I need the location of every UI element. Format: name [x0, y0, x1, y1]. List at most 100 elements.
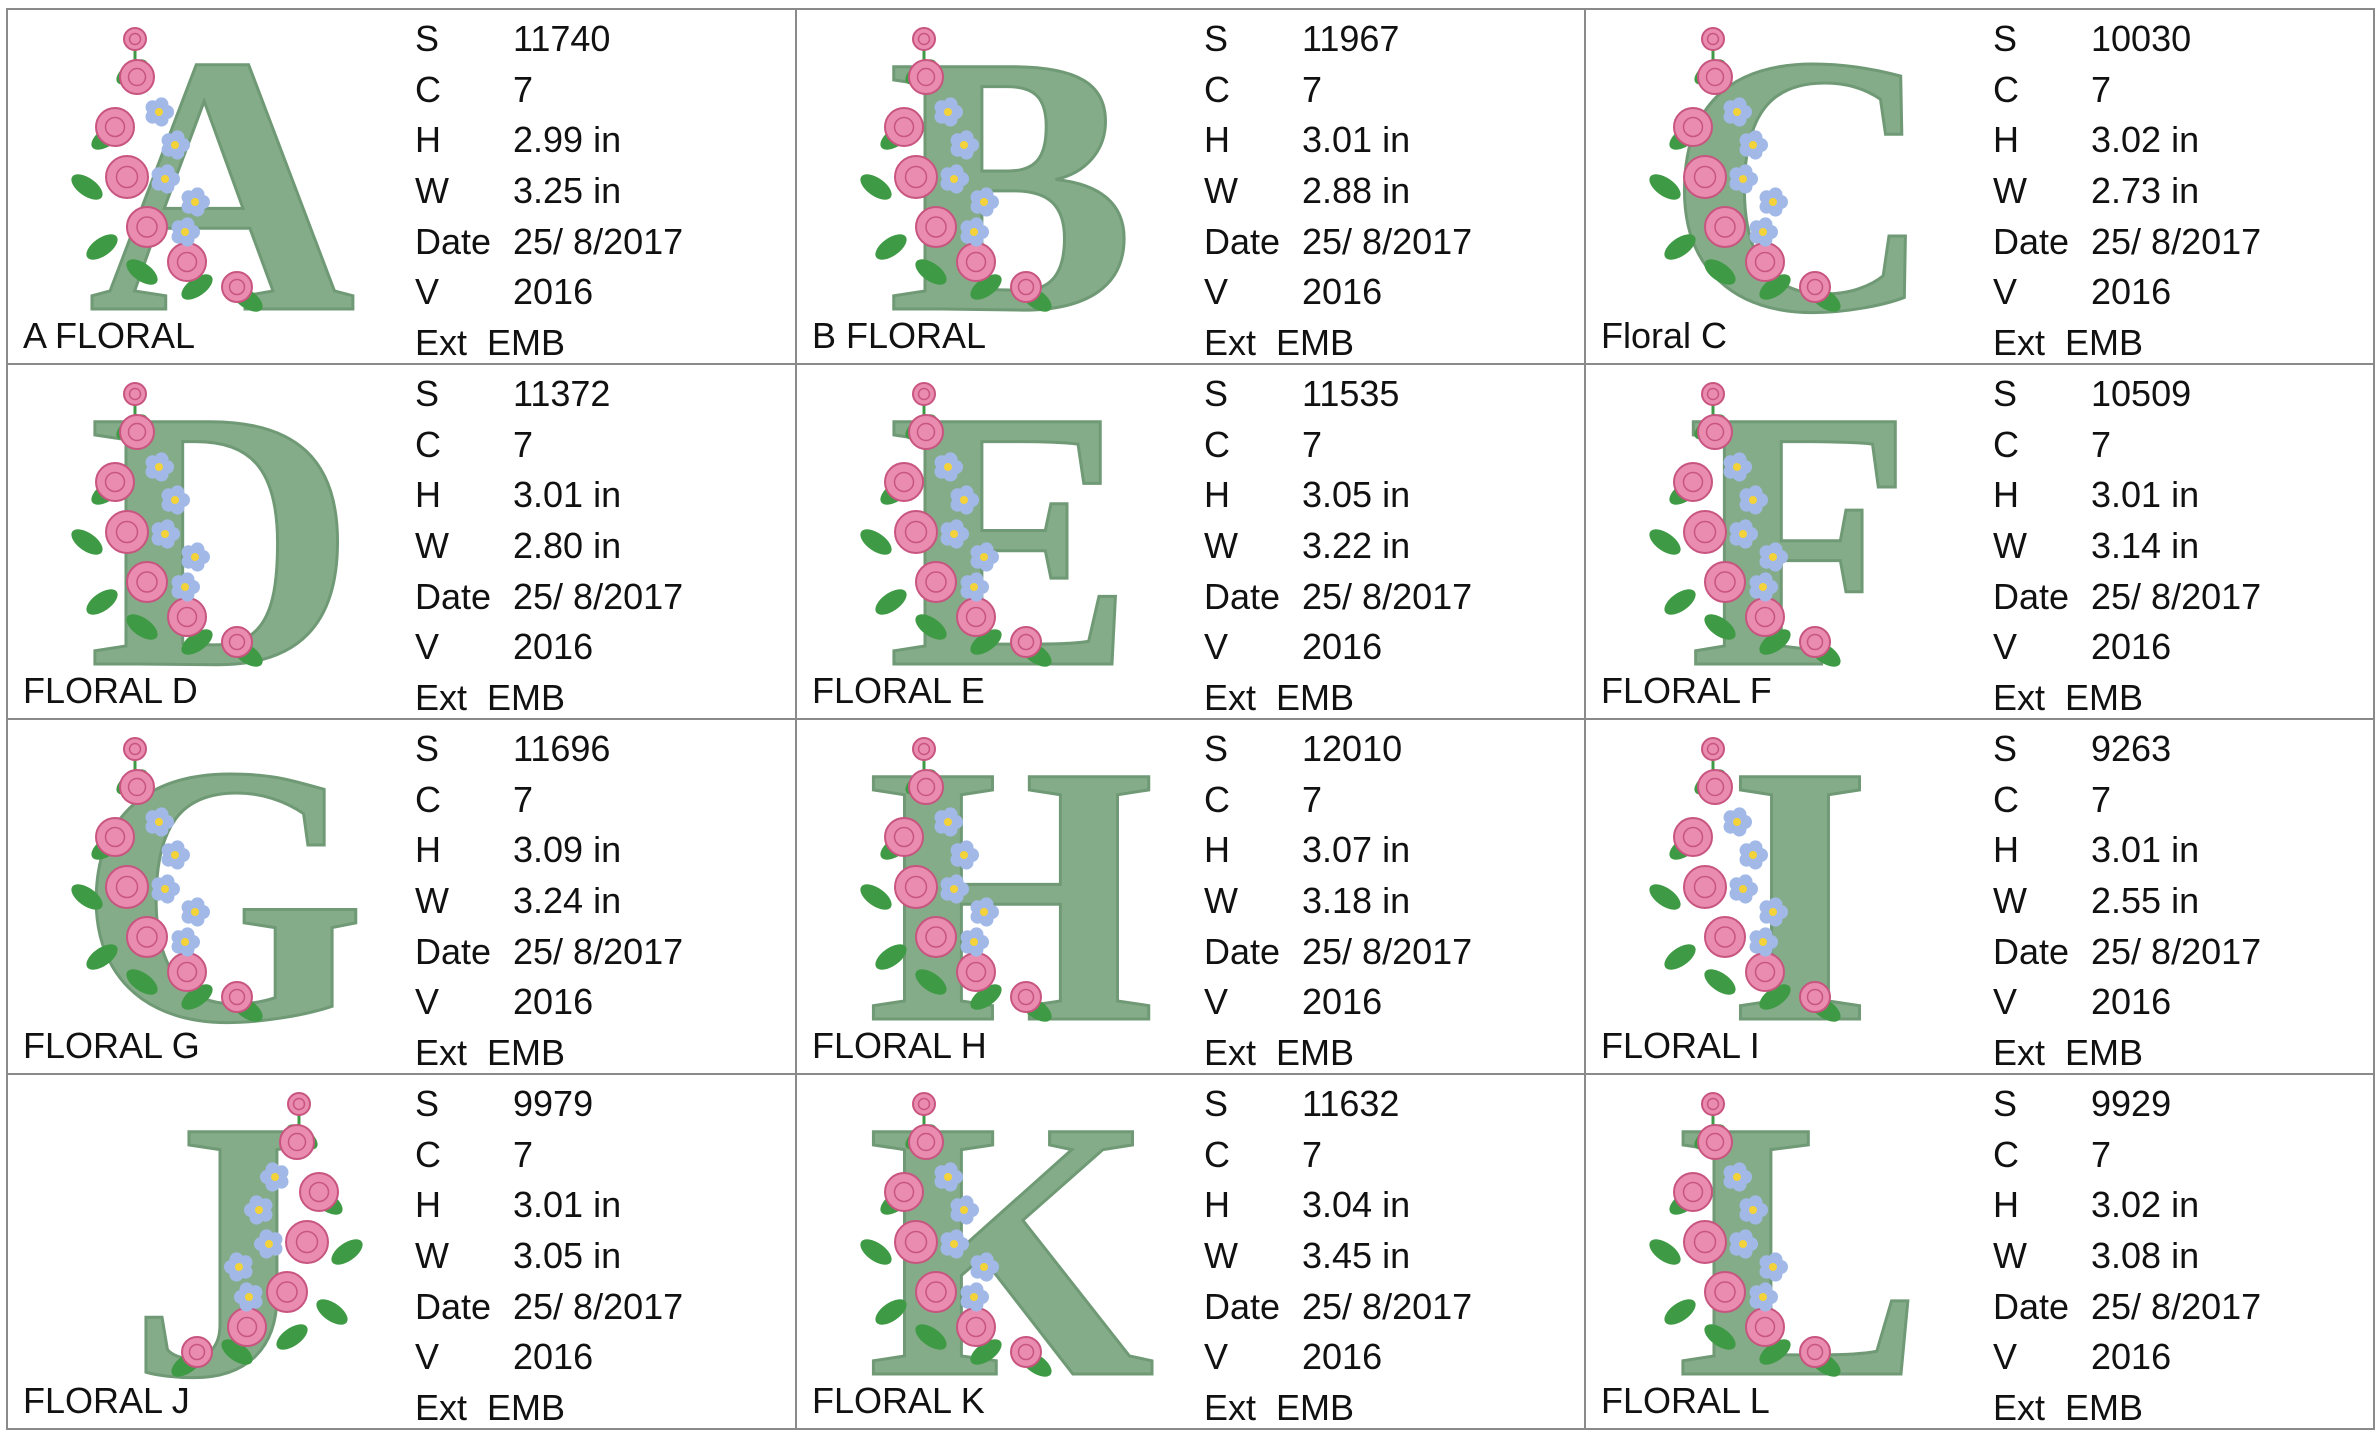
date-row: Date 25/ 8/2017 [1204, 1285, 1472, 1336]
rose-shape [167, 952, 207, 992]
extension-label: Ext [1204, 322, 1257, 364]
extension-value: EMB [487, 322, 566, 364]
forget-me-not-petal [1768, 542, 1783, 557]
flower-center [255, 1206, 263, 1214]
date-label: Date [1204, 575, 1281, 617]
version-value: 2016 [1302, 626, 1383, 668]
design-name: A FLORAL [23, 315, 196, 356]
forget-me-not-petal [979, 187, 994, 202]
date-value: 25/ 8/2017 [2091, 220, 2262, 262]
rose-shape [1010, 981, 1042, 1013]
date-value: 25/ 8/2017 [1302, 930, 1473, 972]
version-label: V [1993, 626, 2018, 668]
height-label: H [1993, 1184, 2019, 1226]
rose-shape [119, 59, 155, 95]
leaf-shape [1704, 259, 1736, 285]
rose-shape [221, 626, 253, 658]
leaf-shape [126, 614, 158, 640]
extension-value: EMB [2065, 322, 2144, 364]
rose-swirl [904, 165, 928, 189]
rose-shape [1683, 865, 1727, 909]
rose-shape [287, 1092, 311, 1116]
leaf-shape [1759, 629, 1791, 655]
flower-center [181, 938, 189, 946]
flower-center [161, 885, 169, 893]
width-label: W [1993, 880, 2027, 922]
stitch-count-value: 12010 [1302, 728, 1403, 769]
leaf-shape [331, 1239, 363, 1265]
leaf-shape [1704, 969, 1736, 995]
forget-me-not-petal [949, 874, 964, 889]
rose-shape [915, 561, 957, 603]
version-row: V 2016 [415, 270, 683, 321]
rose-swirl [1017, 633, 1035, 651]
leaf-shape [276, 1324, 308, 1350]
forget-me-not-petal [979, 542, 994, 557]
flower-center [155, 463, 163, 471]
grid-line-vertical [2373, 8, 2375, 1430]
rose-swirl [104, 826, 126, 848]
forget-me-not-petal [1758, 572, 1773, 587]
flower-center [1769, 198, 1777, 206]
rose-swirl [136, 926, 158, 948]
date-value: 25/ 8/2017 [1302, 1285, 1473, 1327]
flower-center [161, 175, 169, 183]
rose-shape [1799, 626, 1831, 658]
design-name: FLORAL J [23, 1380, 190, 1421]
forget-me-not-petal [160, 519, 175, 534]
rose-swirl [904, 520, 928, 544]
rose-shape [956, 952, 996, 992]
rose-shape [1010, 271, 1042, 303]
forget-me-not-petal [1758, 217, 1773, 232]
date-label: Date [1204, 930, 1281, 972]
extension-value: EMB [1276, 677, 1355, 719]
flower-center [980, 198, 988, 206]
forget-me-not-petal [1732, 452, 1747, 467]
rose-shape [123, 382, 147, 406]
rose-swirl [176, 251, 198, 273]
height-value: 3.02 in [2091, 1184, 2200, 1226]
date-value: 25/ 8/2017 [513, 575, 684, 617]
version-row: V 2016 [415, 1335, 683, 1386]
date-row: Date 25/ 8/2017 [415, 1285, 683, 1336]
width-label: W [415, 1235, 449, 1277]
stitch-count-row: S 10030 [1993, 17, 2261, 68]
version-row: V 2016 [1993, 980, 2261, 1031]
date-label: Date [415, 220, 492, 262]
forget-me-not-petal [239, 1282, 254, 1297]
extension-value: EMB [1276, 1387, 1355, 1429]
flower-center [980, 908, 988, 916]
color-count-value: 7 [513, 423, 534, 465]
rose-swirl [965, 1316, 987, 1338]
rose-shape [1010, 626, 1042, 658]
rose-cluster-left-icon [71, 27, 263, 312]
rose-shape [167, 597, 207, 637]
stitch-count-row: S 11632 [1204, 1082, 1472, 1133]
flower-center [1733, 1173, 1741, 1181]
stitch-count-row: S 9979 [415, 1082, 683, 1133]
date-row: Date 25/ 8/2017 [1993, 575, 2261, 626]
rose-swirl [115, 165, 139, 189]
rose-swirl [128, 387, 142, 401]
rose-cluster-left-icon [1649, 27, 1841, 312]
width-row: W 3.24 in [415, 879, 683, 930]
rose-shape [1704, 1271, 1746, 1313]
color-count-value: 7 [2091, 778, 2112, 820]
embroidery-preview: L [1649, 1082, 1925, 1382]
stitch-count-label: S [1993, 728, 2018, 769]
